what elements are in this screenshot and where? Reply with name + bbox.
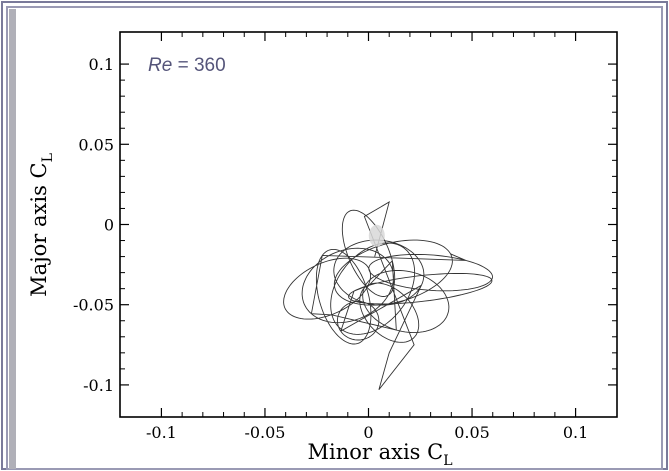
re-annotation: Re = 360 xyxy=(148,55,226,76)
annotation-value: = 360 xyxy=(172,55,225,76)
x-tick-label: 0.1 xyxy=(563,423,588,442)
x-axis-label-main: Minor axis C xyxy=(308,440,444,464)
trajectory-layer xyxy=(283,201,493,390)
ticks-layer: -0.1 -0.05 0 0.05 0.1 0.1 0.05 0 -0.05 -0.1 xyxy=(73,32,617,442)
left-frame-strip xyxy=(9,9,16,469)
x-tick-label: -0.1 xyxy=(146,423,177,442)
x-tick-label: 0 xyxy=(363,423,373,442)
x-axis-label: Minor axis CL xyxy=(308,440,453,469)
annotation-re-symbol: Re xyxy=(148,55,172,76)
y-tick-label: 0.05 xyxy=(78,135,114,154)
x-tick-label: -0.05 xyxy=(244,423,285,442)
y-tick-label: -0.05 xyxy=(73,296,114,315)
y-axis-label-main: Major axis C xyxy=(27,162,51,297)
y-tick-label: 0.1 xyxy=(89,55,114,74)
y-tick-label: -0.1 xyxy=(83,376,114,395)
x-tick-label: 0.05 xyxy=(454,423,490,442)
x-axis-label-sub: L xyxy=(443,453,452,469)
inner-frame xyxy=(6,6,663,470)
plot-area xyxy=(119,31,618,418)
lift-trajectory-line xyxy=(283,201,493,390)
y-axis-label-sub: L xyxy=(40,153,56,162)
y-tick-label: 0 xyxy=(104,216,114,235)
trajectory-origin-cluster xyxy=(368,224,385,247)
y-axis-label: Major axis CL xyxy=(27,153,56,297)
